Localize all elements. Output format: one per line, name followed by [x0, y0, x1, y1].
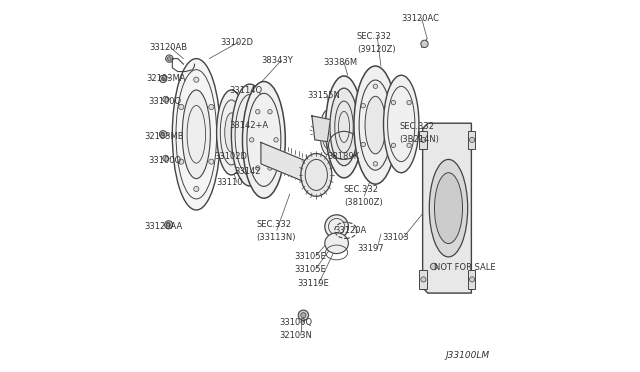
Text: NOT FOR SALE: NOT FOR SALE — [435, 263, 496, 272]
Circle shape — [163, 155, 168, 161]
Circle shape — [194, 77, 199, 82]
Text: 33386M: 33386M — [324, 58, 358, 67]
Circle shape — [163, 96, 168, 102]
Circle shape — [385, 142, 390, 147]
Text: 33120AA: 33120AA — [145, 222, 183, 231]
Circle shape — [166, 55, 173, 62]
Circle shape — [162, 77, 164, 80]
Text: 38343Y: 38343Y — [261, 56, 292, 65]
Ellipse shape — [324, 233, 348, 254]
Text: 33142: 33142 — [234, 167, 261, 176]
Circle shape — [373, 84, 378, 89]
Circle shape — [209, 159, 214, 164]
Circle shape — [470, 277, 475, 282]
Bar — [419, 131, 427, 149]
Text: (33113N): (33113N) — [257, 233, 296, 242]
Circle shape — [361, 103, 365, 108]
Text: 33120A: 33120A — [334, 226, 366, 235]
Circle shape — [179, 159, 184, 164]
Bar — [419, 270, 427, 289]
Text: 33105E: 33105E — [294, 251, 326, 261]
Ellipse shape — [383, 75, 419, 173]
Circle shape — [255, 109, 260, 114]
Polygon shape — [422, 123, 472, 293]
Bar — [468, 270, 475, 289]
Ellipse shape — [326, 76, 362, 178]
Text: 33100Q: 33100Q — [280, 318, 312, 327]
Text: 32103N: 32103N — [280, 331, 312, 340]
Text: (3B214N): (3B214N) — [399, 135, 439, 144]
Circle shape — [361, 142, 365, 147]
Text: (38100Z): (38100Z) — [344, 198, 383, 207]
Circle shape — [420, 277, 426, 282]
Circle shape — [194, 186, 199, 192]
Text: 33105E: 33105E — [294, 264, 326, 273]
Circle shape — [420, 137, 426, 142]
Circle shape — [250, 138, 254, 142]
Text: 33197: 33197 — [357, 244, 383, 253]
Ellipse shape — [172, 59, 220, 210]
Text: 33102D: 33102D — [215, 152, 248, 161]
Circle shape — [385, 103, 390, 108]
Text: 33119E: 33119E — [297, 279, 329, 288]
Text: J33100LM: J33100LM — [445, 350, 490, 359]
Text: 32103MA: 32103MA — [147, 74, 186, 83]
Text: 33155N: 33155N — [307, 91, 340, 100]
Circle shape — [301, 312, 306, 318]
Circle shape — [407, 143, 412, 148]
Ellipse shape — [301, 154, 332, 196]
Ellipse shape — [232, 84, 268, 186]
Bar — [468, 131, 475, 149]
Text: SEC.332: SEC.332 — [399, 122, 435, 131]
Text: 32103MB: 32103MB — [145, 132, 184, 141]
Circle shape — [274, 138, 278, 142]
Ellipse shape — [320, 110, 335, 155]
Ellipse shape — [429, 160, 468, 257]
Text: 33100Q: 33100Q — [148, 97, 181, 106]
Text: (39120Z): (39120Z) — [357, 45, 396, 54]
Circle shape — [391, 143, 396, 148]
Circle shape — [255, 166, 260, 170]
Polygon shape — [261, 142, 324, 190]
Ellipse shape — [216, 90, 246, 175]
Ellipse shape — [354, 66, 397, 184]
Circle shape — [268, 109, 272, 114]
Text: SEC.332: SEC.332 — [357, 32, 392, 41]
Ellipse shape — [365, 96, 386, 154]
Circle shape — [162, 133, 164, 136]
Circle shape — [168, 57, 172, 61]
Text: 33142+A: 33142+A — [230, 121, 269, 129]
Text: 33120AB: 33120AB — [149, 43, 188, 52]
Circle shape — [167, 223, 170, 227]
Circle shape — [179, 105, 184, 110]
Circle shape — [420, 40, 428, 48]
Text: 33114Q: 33114Q — [230, 86, 262, 94]
Ellipse shape — [182, 90, 211, 179]
Circle shape — [298, 310, 308, 320]
Text: SEC.332: SEC.332 — [257, 220, 291, 229]
Circle shape — [407, 100, 412, 105]
Text: 33110: 33110 — [216, 178, 243, 187]
Circle shape — [391, 100, 396, 105]
Text: 33103: 33103 — [383, 233, 410, 242]
Ellipse shape — [243, 81, 285, 198]
Ellipse shape — [330, 88, 358, 166]
Circle shape — [159, 75, 167, 83]
Text: 33120AC: 33120AC — [401, 13, 439, 22]
Circle shape — [373, 161, 378, 166]
Text: SEC.332: SEC.332 — [344, 185, 379, 194]
Polygon shape — [312, 116, 330, 142]
Circle shape — [209, 105, 214, 110]
Ellipse shape — [435, 173, 463, 244]
Circle shape — [268, 166, 272, 170]
Circle shape — [159, 131, 167, 138]
Circle shape — [164, 221, 173, 229]
Text: 38189K: 38189K — [328, 152, 360, 161]
Text: 33100Q: 33100Q — [148, 155, 181, 165]
Ellipse shape — [225, 113, 238, 152]
Text: 33102D: 33102D — [220, 38, 253, 46]
Ellipse shape — [324, 215, 348, 238]
Circle shape — [430, 263, 437, 270]
Circle shape — [470, 137, 475, 142]
